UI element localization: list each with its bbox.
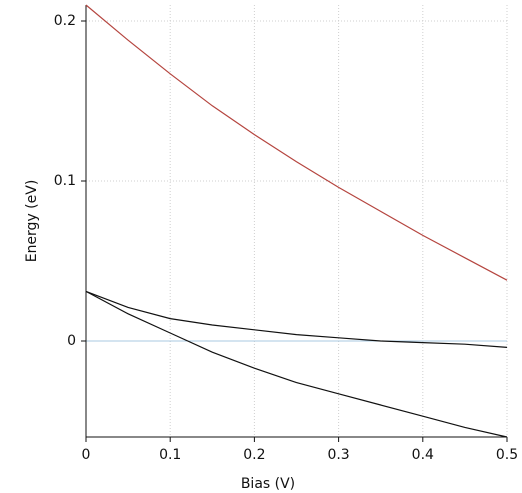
y-tick-label: 0 [67, 333, 76, 349]
x-tick-label: 0.4 [412, 447, 434, 463]
y-tick-label: 0.1 [54, 173, 76, 189]
x-axis-label: Bias (V) [241, 476, 295, 492]
series-line [85, 4, 508, 281]
x-tick-label: 0.5 [496, 447, 518, 463]
x-tick-label: 0 [82, 447, 91, 463]
y-axis-label: Energy (eV) [24, 180, 40, 263]
series-line [85, 290, 508, 438]
x-tick-label: 0.2 [243, 447, 265, 463]
y-tick-label: 0.2 [54, 13, 76, 29]
series-line [85, 290, 508, 348]
x-tick-label: 0.1 [159, 447, 181, 463]
x-tick-label: 0.3 [327, 447, 349, 463]
